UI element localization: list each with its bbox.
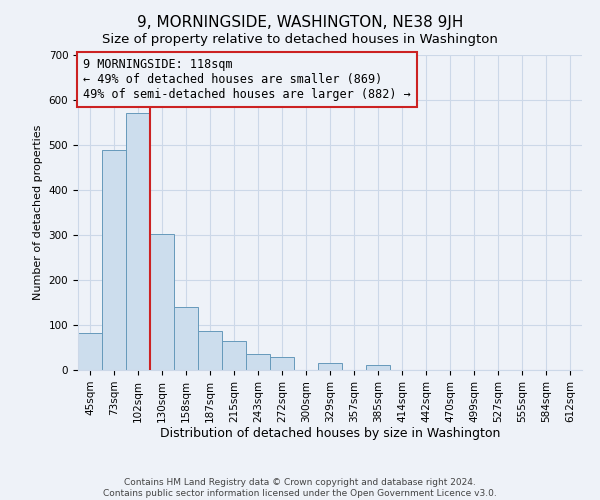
- X-axis label: Distribution of detached houses by size in Washington: Distribution of detached houses by size …: [160, 428, 500, 440]
- Bar: [102, 150, 126, 370]
- Bar: [222, 341, 246, 370]
- Bar: [126, 113, 150, 370]
- Bar: [270, 356, 294, 370]
- Text: Size of property relative to detached houses in Washington: Size of property relative to detached ho…: [102, 32, 498, 46]
- Bar: [246, 354, 270, 370]
- Bar: [198, 331, 222, 370]
- Text: Contains HM Land Registry data © Crown copyright and database right 2024.
Contai: Contains HM Land Registry data © Crown c…: [103, 478, 497, 498]
- Y-axis label: Number of detached properties: Number of detached properties: [33, 125, 43, 300]
- Text: 9 MORNINGSIDE: 118sqm
← 49% of detached houses are smaller (869)
49% of semi-det: 9 MORNINGSIDE: 118sqm ← 49% of detached …: [83, 58, 411, 101]
- Bar: [174, 307, 198, 370]
- Bar: [318, 363, 342, 370]
- Bar: [150, 234, 174, 370]
- Text: 9, MORNINGSIDE, WASHINGTON, NE38 9JH: 9, MORNINGSIDE, WASHINGTON, NE38 9JH: [137, 15, 463, 30]
- Bar: [366, 364, 390, 370]
- Bar: [78, 332, 102, 370]
